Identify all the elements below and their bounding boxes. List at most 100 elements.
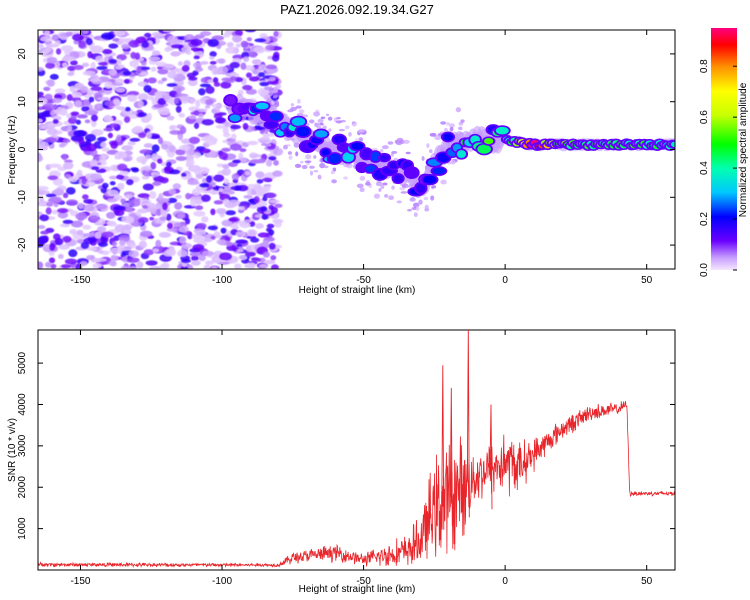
spectrogram-noise-blob bbox=[96, 65, 108, 71]
spectrogram-noise-blob bbox=[46, 44, 52, 53]
spectrogram-ytick-label: -10 bbox=[17, 190, 28, 205]
spectrogram-noise-blob bbox=[48, 257, 56, 264]
spectrogram-noise-blob bbox=[213, 174, 225, 182]
spectrogram-noise-blob bbox=[175, 149, 186, 156]
spectrogram-noise-blob bbox=[213, 82, 221, 87]
spectrogram-noise-blob bbox=[218, 187, 224, 193]
snr-peak bbox=[449, 387, 453, 527]
spectrogram-noise-blob bbox=[199, 148, 211, 154]
spectrogram-scatter-blob bbox=[268, 92, 274, 96]
spectrogram-noise-blob bbox=[111, 241, 118, 247]
spectrogram-scatter-blob bbox=[308, 119, 315, 124]
spectrogram-scatter-blob bbox=[261, 143, 268, 147]
spectrogram-scatter-blob bbox=[405, 184, 410, 188]
spectrogram-noise-blob bbox=[177, 249, 188, 258]
spectrogram-noise-blob bbox=[216, 239, 227, 245]
spectrogram-noise-blob bbox=[229, 143, 242, 151]
spectrogram-noise-blob bbox=[120, 198, 126, 204]
snr-xtick-label: -50 bbox=[356, 576, 371, 587]
spectrogram-scatter-blob bbox=[358, 129, 365, 133]
spectrogram-ridge-core bbox=[370, 151, 381, 162]
spectrogram-noise-blob bbox=[202, 177, 208, 184]
spectrogram-scatter-blob bbox=[407, 209, 412, 212]
spectrogram-noise-blob bbox=[235, 43, 242, 48]
spectrogram-noise-blob bbox=[78, 138, 85, 145]
spectrogram-noise-blob bbox=[156, 91, 167, 96]
spectrogram-noise-blob bbox=[94, 104, 101, 111]
spectrogram-noise-blob bbox=[122, 70, 132, 76]
spectrogram-noise-blob bbox=[39, 214, 49, 222]
spectrogram-noise-blob bbox=[89, 159, 98, 166]
spectrogram-noise-blob bbox=[105, 221, 112, 226]
spectrogram-noise-blob bbox=[91, 129, 104, 136]
spectrogram-noise-blob bbox=[66, 199, 79, 206]
spectrogram-noise-blob bbox=[86, 255, 95, 261]
snr-peak bbox=[466, 330, 470, 518]
spectrogram-noise-blob bbox=[274, 203, 283, 208]
spectrogram-noise-blob bbox=[255, 171, 265, 179]
spectrogram-noise-blob bbox=[150, 135, 161, 139]
spectrogram-noise-blob bbox=[114, 155, 122, 160]
spectrogram-noise-blob bbox=[174, 202, 183, 210]
spectrogram-noise-blob bbox=[146, 131, 153, 140]
spectrogram-noise-blob bbox=[49, 110, 56, 117]
spectrogram-noise-blob bbox=[81, 176, 87, 185]
spectrogram-noise-blob bbox=[212, 107, 221, 115]
colorbar-tick-label: 0.6 bbox=[699, 110, 710, 124]
spectrogram-noise-blob bbox=[186, 264, 194, 269]
spectrogram-noise-blob bbox=[137, 112, 147, 117]
spectrogram-noise-blob bbox=[248, 76, 260, 82]
spectrogram-noise-blob bbox=[91, 166, 100, 171]
spectrogram-noise-blob bbox=[62, 192, 69, 199]
spectrogram-scatter-blob bbox=[294, 163, 302, 168]
spectrogram-noise-blob bbox=[38, 186, 49, 191]
spectrogram-scatter-blob bbox=[282, 144, 288, 150]
spectrogram-noise-blob bbox=[216, 163, 224, 168]
spectrogram-noise-blob bbox=[193, 152, 202, 159]
spectrogram-noise-blob bbox=[166, 222, 173, 229]
spectrogram-ytick-label: -20 bbox=[17, 237, 28, 252]
spectrogram-noise-blob bbox=[258, 64, 267, 72]
spectrogram-noise-blob bbox=[249, 51, 258, 58]
spectrogram-noise-blob bbox=[54, 88, 66, 94]
spectrogram-scatter-blob bbox=[335, 120, 343, 124]
spectrogram-noise-blob bbox=[244, 30, 257, 33]
spectrogram-noise-blob bbox=[72, 33, 84, 42]
spectrogram-noise-blob bbox=[169, 130, 181, 135]
spectrogram-noise-blob bbox=[62, 138, 71, 143]
spectrogram-noise-blob bbox=[38, 91, 44, 97]
spectrogram-noise-blob bbox=[223, 132, 231, 138]
spectrogram-noise-blob bbox=[155, 208, 162, 216]
spectrogram-noise-blob bbox=[67, 71, 75, 77]
spectrogram-noise-blob bbox=[38, 66, 44, 72]
spectrogram-noise-blob bbox=[94, 231, 103, 239]
spectrogram-ridge-core bbox=[477, 144, 491, 154]
spectrogram-noise-blob bbox=[189, 115, 197, 120]
spectrogram-noise-blob bbox=[113, 30, 126, 37]
spectrogram-noise-blob bbox=[178, 236, 187, 244]
spectrogram-noise-blob bbox=[197, 167, 210, 175]
spectrogram-noise-blob bbox=[141, 41, 150, 48]
spectrogram-noise-blob bbox=[137, 217, 149, 224]
spectrogram-noise-blob bbox=[82, 70, 96, 76]
spectrogram-xtick-label: 0 bbox=[502, 275, 508, 286]
spectrogram-ridge-core bbox=[225, 95, 236, 105]
spectrogram-noise-blob bbox=[207, 225, 218, 231]
spectrogram-scatter-blob bbox=[426, 143, 430, 149]
spectrogram-scatter-blob bbox=[324, 165, 329, 169]
spectrogram-noise-blob bbox=[248, 229, 257, 237]
spectrogram-noise-blob bbox=[106, 197, 117, 203]
spectrogram-noise-blob bbox=[189, 136, 201, 144]
spectrogram-ridge-core bbox=[442, 133, 454, 141]
spectrogram-scatter-blob bbox=[264, 129, 269, 134]
spectrogram-noise-blob bbox=[48, 163, 62, 168]
spectrogram-noise-blob bbox=[112, 37, 120, 42]
spectrogram-noise-blob bbox=[209, 55, 215, 60]
spectrogram-noise-blob bbox=[103, 127, 114, 132]
spectrogram-noise-blob bbox=[189, 97, 195, 105]
spectrogram-noise-blob bbox=[109, 123, 118, 128]
spectrogram-noise-blob bbox=[198, 88, 206, 96]
spectrogram-noise-blob bbox=[227, 182, 237, 187]
spectrogram-noise-blob bbox=[152, 104, 165, 109]
